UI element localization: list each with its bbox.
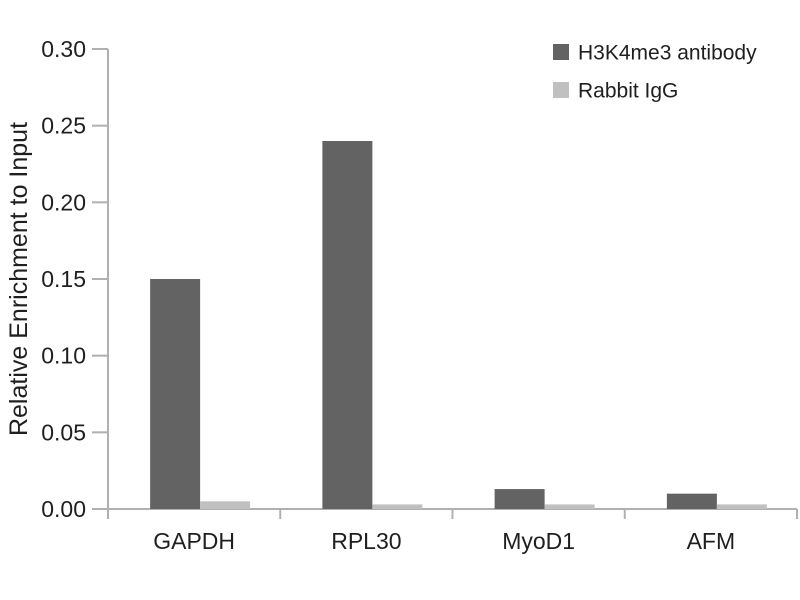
bar-myod1-igg — [544, 504, 595, 509]
bar-gapdh-antibody — [150, 279, 201, 509]
bar-afm-igg — [716, 504, 767, 509]
bar-rpl30-igg — [372, 504, 423, 509]
y-axis-title: Relative Enrichment to Input — [5, 122, 33, 436]
x-category-label: RPL30 — [331, 528, 401, 554]
y-tick-label: 0.20 — [41, 189, 86, 215]
bar-afm-antibody — [666, 493, 717, 509]
legend-swatch-antibody — [553, 44, 569, 60]
legend-label: H3K4me3 antibody — [578, 41, 757, 64]
x-category-label: GAPDH — [153, 528, 235, 554]
legend-label: Rabbit IgG — [578, 79, 678, 102]
bar-gapdh-igg — [200, 501, 251, 509]
x-category-label: AFM — [687, 528, 736, 554]
x-category-label: MyoD1 — [502, 528, 575, 554]
y-tick-label: 0.00 — [41, 496, 86, 522]
legend-item: Rabbit IgG — [553, 79, 678, 102]
y-tick-label: 0.25 — [41, 113, 86, 139]
y-tick-label: 0.30 — [41, 36, 86, 62]
bar-myod1-antibody — [494, 489, 545, 509]
y-tick-label: 0.10 — [41, 343, 86, 369]
y-tick-label: 0.05 — [41, 419, 86, 445]
legend-swatch-igg — [553, 82, 569, 98]
legend-item: H3K4me3 antibody — [553, 41, 757, 64]
bar-rpl30-antibody — [322, 141, 373, 509]
y-tick-label: 0.15 — [41, 266, 86, 292]
